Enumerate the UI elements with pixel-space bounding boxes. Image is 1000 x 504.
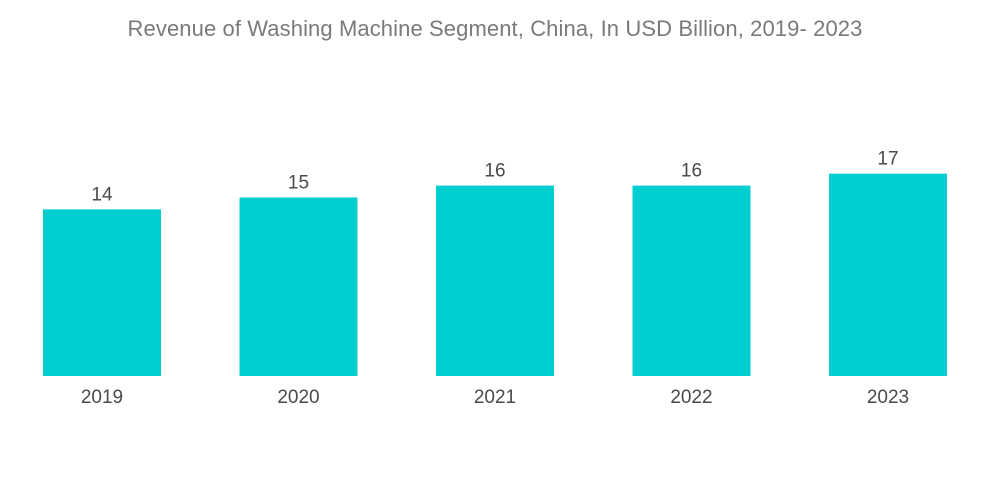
bar-2021 bbox=[436, 185, 554, 376]
chart-title: Revenue of Washing Machine Segment, Chin… bbox=[127, 16, 863, 41]
data-label-2021: 16 bbox=[484, 161, 505, 182]
data-label-2023: 17 bbox=[877, 149, 898, 170]
data-labels-group: 14 15 16 16 17 bbox=[91, 149, 898, 206]
x-tick-label-2022: 2022 bbox=[670, 387, 712, 408]
x-tick-label-2021: 2021 bbox=[474, 387, 516, 408]
bar-2020 bbox=[239, 197, 358, 376]
bar-2019 bbox=[43, 209, 161, 376]
data-label-2020: 15 bbox=[288, 173, 309, 194]
bars-group bbox=[43, 173, 947, 376]
x-tick-label-2019: 2019 bbox=[81, 387, 123, 408]
x-tick-label-2023: 2023 bbox=[867, 387, 909, 408]
bar-2023 bbox=[829, 173, 947, 376]
x-tick-labels-group: 2019 2020 2021 2022 2023 bbox=[81, 387, 909, 408]
x-tick-label-2020: 2020 bbox=[277, 387, 319, 408]
data-label-2022: 16 bbox=[681, 161, 702, 182]
bar-2022 bbox=[632, 185, 751, 376]
data-label-2019: 14 bbox=[91, 184, 113, 205]
